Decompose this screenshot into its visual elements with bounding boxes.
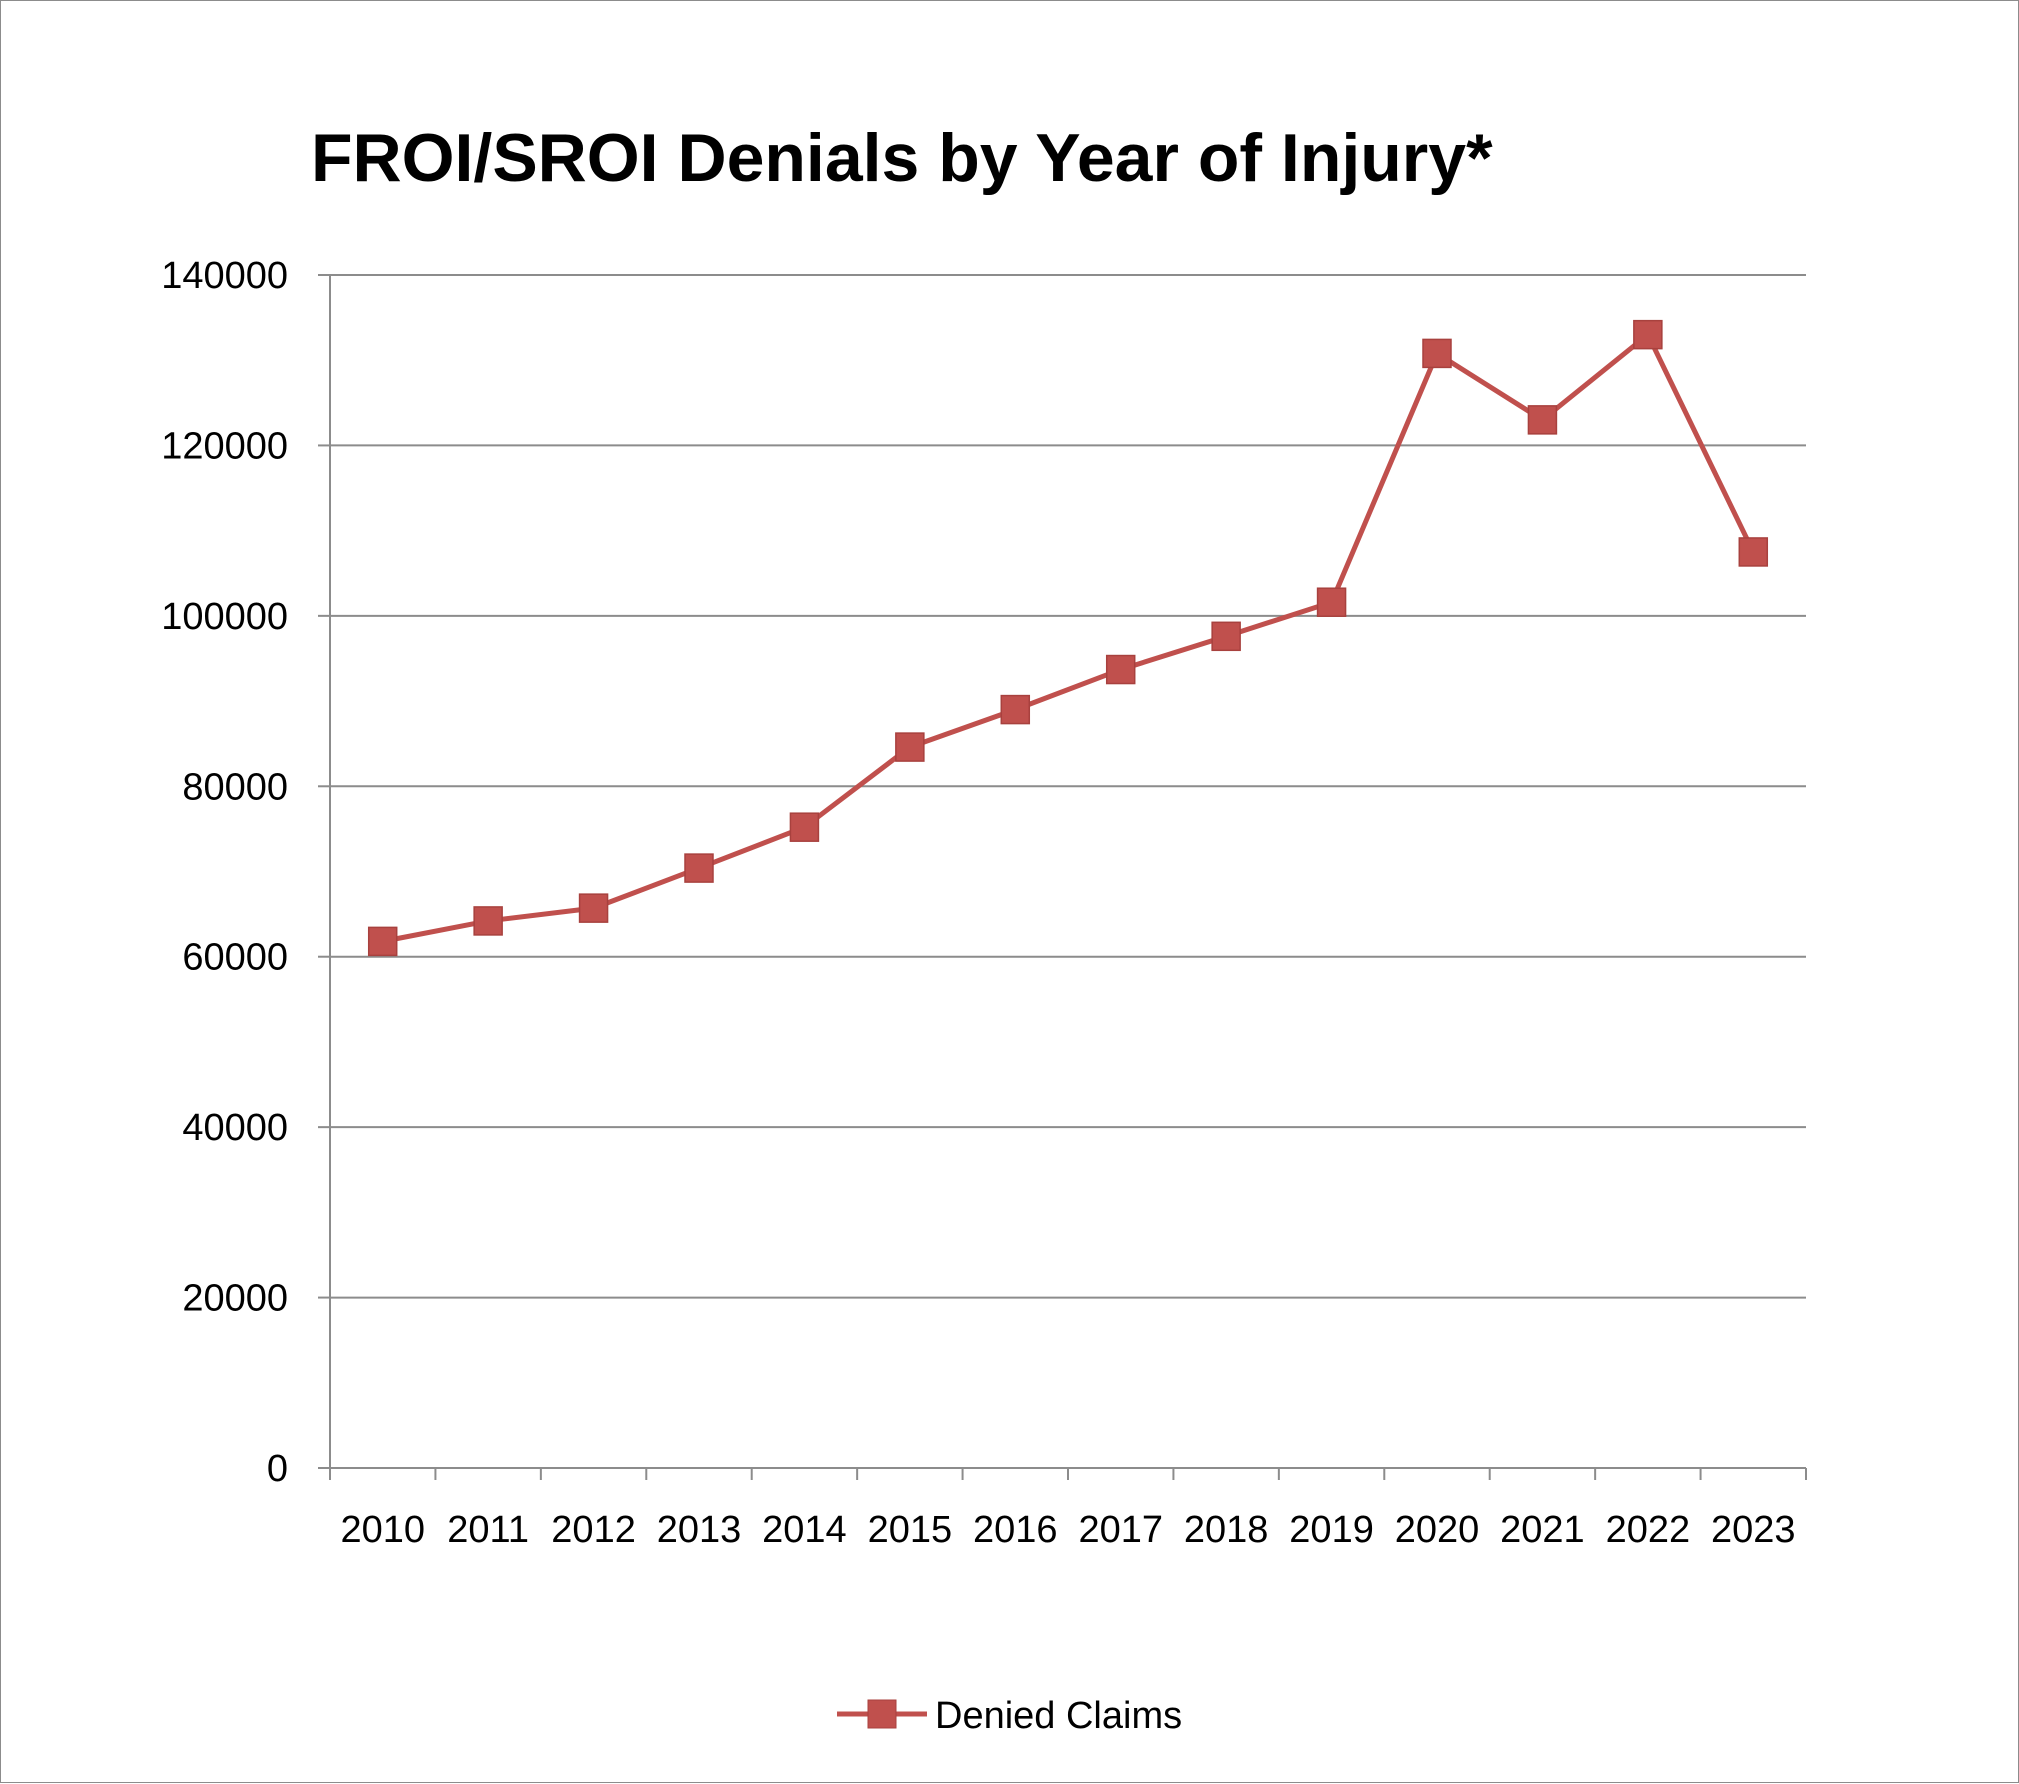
x-axis-tick-labels: 2010 2011 2012 2013 2014 2015 2016 2017 2018 2019… bbox=[340, 1509, 1795, 1551]
data-point-marker bbox=[578, 893, 609, 923]
y-axis-tick-labels: 0 20000 40000 60000 80000 100000 120000 140000 bbox=[161, 255, 288, 1490]
data-point-marker bbox=[684, 853, 714, 883]
y-tick-label: 60000 bbox=[182, 937, 288, 979]
gridlines bbox=[330, 274, 1806, 1299]
data-point-marker bbox=[1211, 621, 1241, 652]
data-point-marker bbox=[895, 732, 925, 762]
legend-square-marker bbox=[867, 1699, 897, 1729]
series-denied-claims bbox=[367, 319, 1769, 957]
x-tick-label: 2018 bbox=[1184, 1509, 1269, 1551]
y-tick-label: 0 bbox=[267, 1448, 288, 1490]
x-tick-label: 2022 bbox=[1606, 1509, 1691, 1551]
x-tick-label: 2023 bbox=[1711, 1509, 1796, 1551]
x-tick-label: 2010 bbox=[340, 1509, 425, 1551]
data-point-marker bbox=[1422, 338, 1452, 369]
data-point-marker bbox=[367, 926, 398, 957]
data-point-marker bbox=[789, 812, 820, 842]
legend-label: Denied Claims bbox=[935, 1695, 1182, 1737]
x-tick-label: 2016 bbox=[973, 1509, 1058, 1551]
y-tick-label: 120000 bbox=[161, 425, 288, 467]
data-point-marker bbox=[473, 906, 503, 936]
y-tick-label: 80000 bbox=[182, 766, 288, 808]
x-tick-label: 2011 bbox=[447, 1509, 529, 1551]
x-tick-label: 2015 bbox=[868, 1509, 953, 1551]
data-point-marker bbox=[1633, 319, 1663, 350]
series-line bbox=[382, 332, 1756, 944]
x-tick-label: 2017 bbox=[1078, 1509, 1163, 1551]
x-tick-label: 2012 bbox=[551, 1509, 636, 1551]
x-tick-label: 2021 bbox=[1500, 1509, 1585, 1551]
data-point-marker bbox=[1105, 654, 1136, 685]
y-tick-label: 140000 bbox=[161, 255, 288, 297]
y-tick-label: 20000 bbox=[182, 1278, 288, 1320]
axes bbox=[318, 274, 1807, 1480]
data-point-marker bbox=[1316, 587, 1347, 617]
data-point-marker bbox=[1000, 694, 1031, 725]
data-point-marker bbox=[1527, 405, 1558, 435]
x-tick-label: 2014 bbox=[762, 1509, 847, 1551]
chart-title: FROI/SROI Denials by Year of Injury* bbox=[311, 120, 1493, 196]
x-tick-label: 2013 bbox=[657, 1509, 742, 1551]
x-tick-label: 2019 bbox=[1289, 1509, 1374, 1551]
legend: Denied Claims bbox=[837, 1695, 1182, 1737]
x-tick-label: 2020 bbox=[1395, 1509, 1480, 1551]
y-tick-label: 40000 bbox=[182, 1107, 288, 1149]
data-point-marker bbox=[1738, 537, 1769, 567]
y-tick-label: 100000 bbox=[161, 596, 288, 638]
